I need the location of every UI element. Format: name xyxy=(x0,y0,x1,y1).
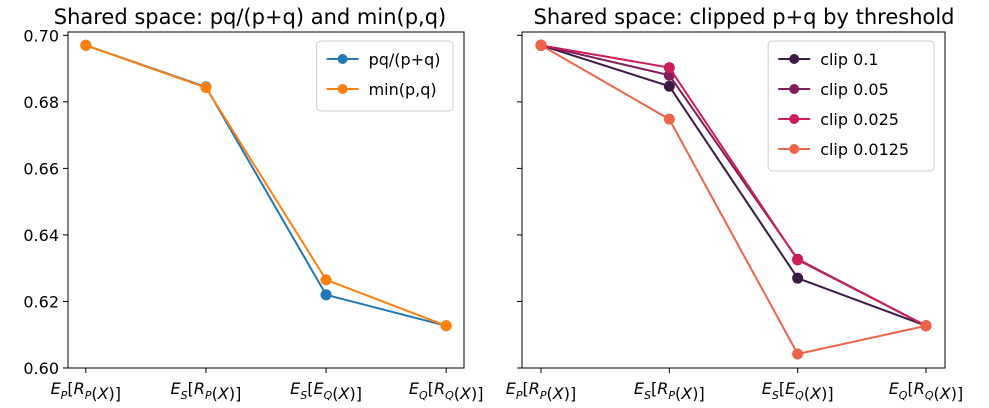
data-point xyxy=(792,254,804,266)
y-tick-label: 0.68 xyxy=(23,93,59,112)
legend-marker xyxy=(337,84,348,94)
chart-title: Shared space: clipped p+q by threshold xyxy=(533,5,954,29)
data-point xyxy=(440,320,452,332)
data-point xyxy=(80,39,92,51)
series-line xyxy=(540,44,927,327)
x-tick-label: EP[RP(X)] xyxy=(506,379,576,403)
axes-frame xyxy=(67,31,465,369)
legend-label: clip 0.05 xyxy=(820,80,889,99)
data-point xyxy=(663,80,675,92)
series-line xyxy=(540,44,927,327)
data-point xyxy=(663,62,675,74)
x-tick-label: EQ[RQ(X)] xyxy=(409,379,484,403)
legend-label: pq/(p+q) xyxy=(369,50,441,69)
y-tick-label: 0.64 xyxy=(23,226,59,245)
legend-label: clip 0.025 xyxy=(820,110,899,129)
legend-marker xyxy=(789,54,800,64)
series-line xyxy=(85,44,447,327)
axes-frame xyxy=(521,31,946,369)
x-tick-label: ES[RP(X)] xyxy=(634,379,705,403)
x-tick-label: EP[RP(X)] xyxy=(51,379,121,403)
data-point xyxy=(663,113,675,125)
legend-label: clip 0.0125 xyxy=(820,140,909,159)
legend-box xyxy=(767,40,935,172)
data-point xyxy=(320,289,332,301)
x-tick-label: ES[EQ(X)] xyxy=(762,379,834,403)
legend-label: min(p,q) xyxy=(369,80,437,99)
data-point xyxy=(792,272,804,284)
data-point xyxy=(320,274,332,286)
y-tick-label: 0.60 xyxy=(23,359,59,378)
x-tick-label: EQ[RQ(X)] xyxy=(889,379,964,403)
x-tick-label: ES[EQ(X)] xyxy=(290,379,362,403)
right-chart-panel: Shared space: clipped p+q by threshold EP… xyxy=(506,5,963,403)
left-chart-panel: Shared space: pq/(p+q) and min(p,q) 0.60 0… xyxy=(23,5,483,403)
data-point xyxy=(792,348,804,360)
y-tick-label: 0.70 xyxy=(23,26,59,45)
x-tick-label: ES[RP(X)] xyxy=(171,379,242,403)
legend-marker xyxy=(789,84,800,94)
series-line xyxy=(540,44,927,355)
data-point xyxy=(920,320,932,332)
legend-marker xyxy=(789,144,800,154)
y-tick-label: 0.62 xyxy=(23,292,59,311)
y-tick-label: 0.66 xyxy=(23,159,59,178)
legend-marker xyxy=(337,54,348,64)
legend-label: clip 0.1 xyxy=(820,50,878,69)
data-point xyxy=(200,82,212,94)
chart-title: Shared space: pq/(p+q) and min(p,q) xyxy=(54,5,447,29)
legend-marker xyxy=(789,114,800,124)
data-point xyxy=(535,39,547,51)
